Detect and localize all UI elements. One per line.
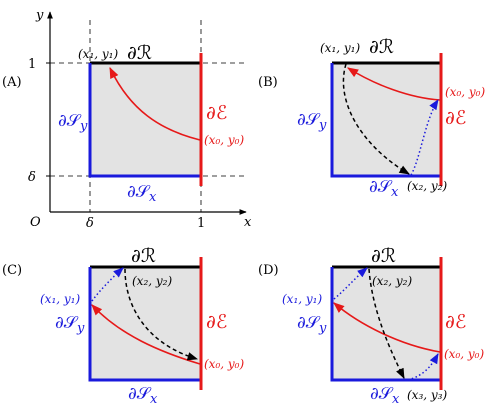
panel-d-letter: (D) (258, 263, 279, 278)
boundary-sx-subscript: x (391, 185, 399, 200)
point-1-label: (x₁, y₁) (320, 41, 360, 55)
tick-label-x-one: 1 (197, 216, 205, 231)
origin-label: O (30, 215, 41, 230)
boundary-s (330, 63, 441, 178)
boundary-sx-label: ∂𝒮x (370, 384, 400, 405)
region-r (332, 63, 441, 176)
trajectory-red (109, 66, 201, 141)
boundary-e-label: ∂ℰ (206, 102, 227, 124)
boundary-r-label: ∂ℛ (127, 42, 152, 64)
boundary-sx-symbol: ∂𝒮 (127, 182, 151, 202)
boundary-r-label: ∂ℛ (369, 36, 394, 58)
x-axis-label: x (244, 215, 252, 230)
boundary-e-label: ∂ℰ (445, 107, 466, 129)
boundary-sy-subscript: y (79, 119, 88, 134)
panel-a-letter: (A) (2, 75, 22, 90)
tick-label-x-delta: δ (86, 216, 94, 231)
y-axis-label: y (35, 8, 44, 23)
point-2-label: (x₂, y₂) (132, 274, 172, 288)
boundary-sx-subscript: x (392, 392, 400, 405)
boundary-sx-symbol: ∂𝒮 (128, 384, 152, 404)
boundary-sy-subscript: y (318, 321, 327, 336)
trajectory-red (347, 67, 441, 101)
boundary-sx-subscript: x (149, 190, 157, 205)
boundary-sy-label: ∂𝒮y (297, 110, 327, 133)
boundary-sx-subscript: x (150, 392, 158, 405)
boundary-sx-symbol: ∂𝒮 (370, 384, 394, 404)
boundary-s (330, 267, 441, 382)
point-1-label: (x₁, y₁) (282, 292, 322, 306)
boundary-sy-label: ∂𝒮y (297, 313, 327, 336)
boundary-sy-label: ∂𝒮y (58, 111, 88, 134)
point-2-label: (x₂, y₂) (372, 274, 412, 288)
boundary-sx-label: ∂𝒮x (127, 182, 157, 205)
region-r (90, 267, 201, 380)
boundary-sy-label: ∂𝒮y (55, 313, 85, 336)
tick-label-y-one: 1 (28, 57, 36, 72)
trajectory-blue-dotted (410, 99, 439, 176)
point-0-label: (x₀, y₀) (445, 85, 485, 99)
boundary-sy-subscript: y (76, 321, 85, 336)
trajectory-black-dashed (342, 63, 410, 175)
panel-c-letter: (C) (2, 263, 22, 278)
boundary-sx-label: ∂𝒮x (128, 384, 158, 405)
boundary-s (88, 63, 201, 178)
trajectory-blue-dotted (91, 267, 124, 302)
panel-d: (D) ∂ℛ (x₂, y₂) (x₁, y₁) ∂𝒮y ∂𝒮x (x₃, y₃… (258, 245, 484, 405)
boundary-sx-symbol: ∂𝒮 (369, 177, 393, 197)
point-0-label: (x₀, y₀) (444, 347, 484, 361)
boundary-s (88, 267, 201, 382)
region-r (332, 267, 441, 380)
panel-b-letter: (B) (258, 75, 278, 90)
trajectory-blue-dotted-lower (407, 353, 439, 381)
boundary-sy-symbol: ∂𝒮 (297, 313, 321, 333)
boundary-sx-label: ∂𝒮x (369, 177, 399, 200)
boundary-sy-symbol: ∂𝒮 (58, 111, 82, 131)
panel-a: (A) y x O 1 δ δ 1 (x₁, y₁) ∂ℛ ∂𝒮y ∂𝒮x ∂ℰ… (2, 8, 252, 231)
point-2-label: (x₂, y₂) (407, 179, 447, 193)
point-1-label: (x₁, y₁) (78, 47, 118, 61)
boundary-e-label: ∂ℰ (445, 311, 466, 333)
region-r (90, 63, 201, 176)
point-0-label: (x₀, y₀) (204, 133, 244, 147)
panel-b: (B) (x₁, y₁) ∂ℛ ∂𝒮y ∂𝒮x (x₂, y₂) ∂ℰ (x₀,… (258, 36, 485, 200)
boundary-sy-symbol: ∂𝒮 (55, 313, 79, 333)
trajectory-red (91, 304, 201, 365)
trajectory-blue-dotted-upper (333, 267, 368, 300)
tick-label-y-delta: δ (28, 170, 36, 185)
boundary-e-label: ∂ℰ (206, 311, 227, 333)
boundary-r-label: ∂ℛ (131, 245, 156, 267)
point-3-label: (x₃, y₃) (407, 388, 447, 402)
boundary-sy-symbol: ∂𝒮 (297, 110, 321, 130)
boundary-r-label: ∂ℛ (371, 245, 396, 267)
trajectory-red (333, 302, 441, 353)
boundary-sy-subscript: y (318, 118, 327, 133)
point-1-label: (x₁, y₁) (40, 292, 80, 306)
panel-c: (C) ∂ℛ (x₂, y₂) (x₁, y₁) ∂𝒮y ∂𝒮x ∂ℰ (x₀,… (2, 245, 244, 405)
point-0-label: (x₀, y₀) (204, 357, 244, 371)
trajectory-black-dashed (124, 268, 199, 361)
